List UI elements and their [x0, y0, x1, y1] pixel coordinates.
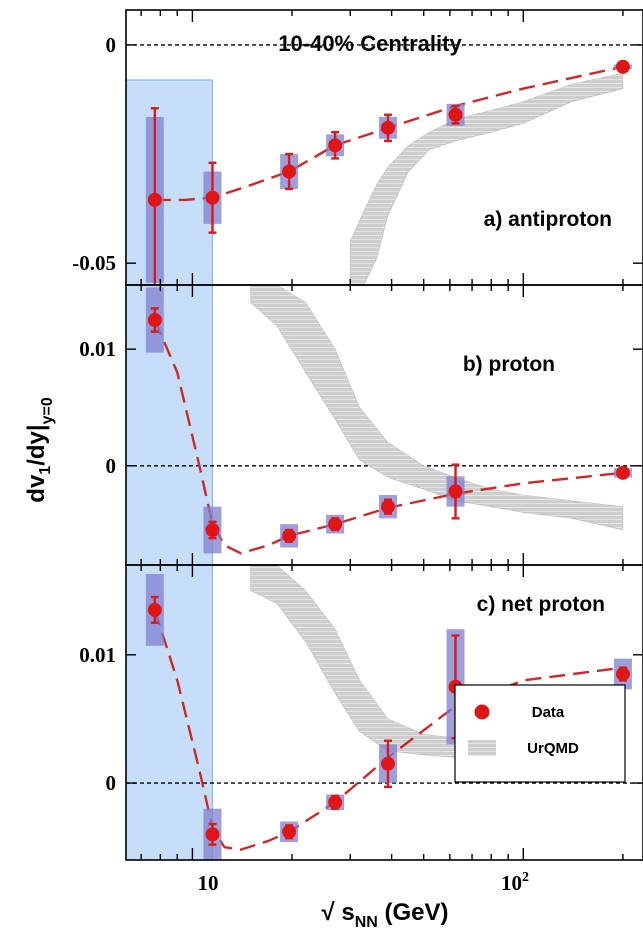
fit-curve-net-proton [153, 609, 624, 851]
chart-title: 10-40% Centrality [278, 31, 462, 56]
urqmd-band-layer [250, 72, 624, 771]
data-point-net-proton [615, 667, 630, 682]
zero-line-layer [126, 44, 643, 784]
low-energy-highlight-layer [126, 79, 214, 860]
data-point-proton [205, 523, 220, 537]
data-point-proton [380, 499, 395, 514]
panel-frame-layer [125, 9, 643, 861]
data-point-proton [615, 465, 630, 480]
data-point-net-proton [328, 795, 343, 810]
urqmd-band-proton [250, 285, 624, 531]
y-tick-label-antiproton: -0.05 [72, 251, 116, 275]
data-point-antiproton [147, 192, 162, 207]
fit-curve-layer [153, 65, 624, 851]
data-point-net-proton [205, 827, 220, 842]
x-tick-label-100: 102 [501, 870, 529, 895]
urqmd-band-antiproton [350, 72, 624, 285]
data-point-layer [147, 59, 630, 842]
legend-data-marker [474, 704, 490, 720]
legend-box [454, 684, 626, 783]
data-point-antiproton [282, 164, 297, 179]
y-tick-label-proton: 0.01 [79, 337, 116, 361]
y-tick-label-antiproton: 0 [106, 33, 117, 57]
fit-curve-proton [153, 319, 624, 555]
panel-label-net-proton: c) net proton [477, 593, 605, 616]
panel-label-proton: b) proton [463, 353, 555, 376]
y-tick-label-net-proton: 0.01 [79, 643, 116, 667]
x-axis-title: √ sNN (GeV) [322, 899, 449, 931]
data-point-net-proton [380, 756, 395, 771]
y-tick-label-net-proton: 0 [106, 771, 117, 795]
label-layer: 0 -0.05 0.01 0 0.01 0 [72, 33, 116, 795]
legend-urqmd-swatch [468, 740, 496, 756]
legend: Data UrQMD [454, 684, 626, 783]
x-tick-label-10: 10 [198, 871, 219, 895]
y-axis-title: dv1/dy|y=0 [23, 397, 56, 503]
legend-urqmd-label: UrQMD [527, 740, 579, 757]
data-point-proton [328, 517, 343, 532]
data-point-antiproton [615, 59, 630, 74]
data-point-proton [147, 313, 162, 327]
low-energy-highlight [126, 80, 213, 860]
legend-data-label: Data [532, 704, 565, 721]
data-point-antiproton [328, 138, 343, 153]
data-point-proton [282, 528, 297, 543]
data-point-net-proton [282, 824, 297, 839]
data-point-antiproton [380, 120, 395, 135]
data-point-antiproton [205, 190, 220, 205]
panel-label-antiproton: a) antiproton [484, 208, 612, 231]
data-point-proton [448, 484, 463, 499]
y-tick-label-proton: 0 [106, 454, 117, 478]
data-point-antiproton [448, 107, 463, 122]
data-point-net-proton [147, 602, 162, 617]
panel-frame-net-proton [125, 564, 643, 861]
tick-layer [126, 10, 643, 860]
